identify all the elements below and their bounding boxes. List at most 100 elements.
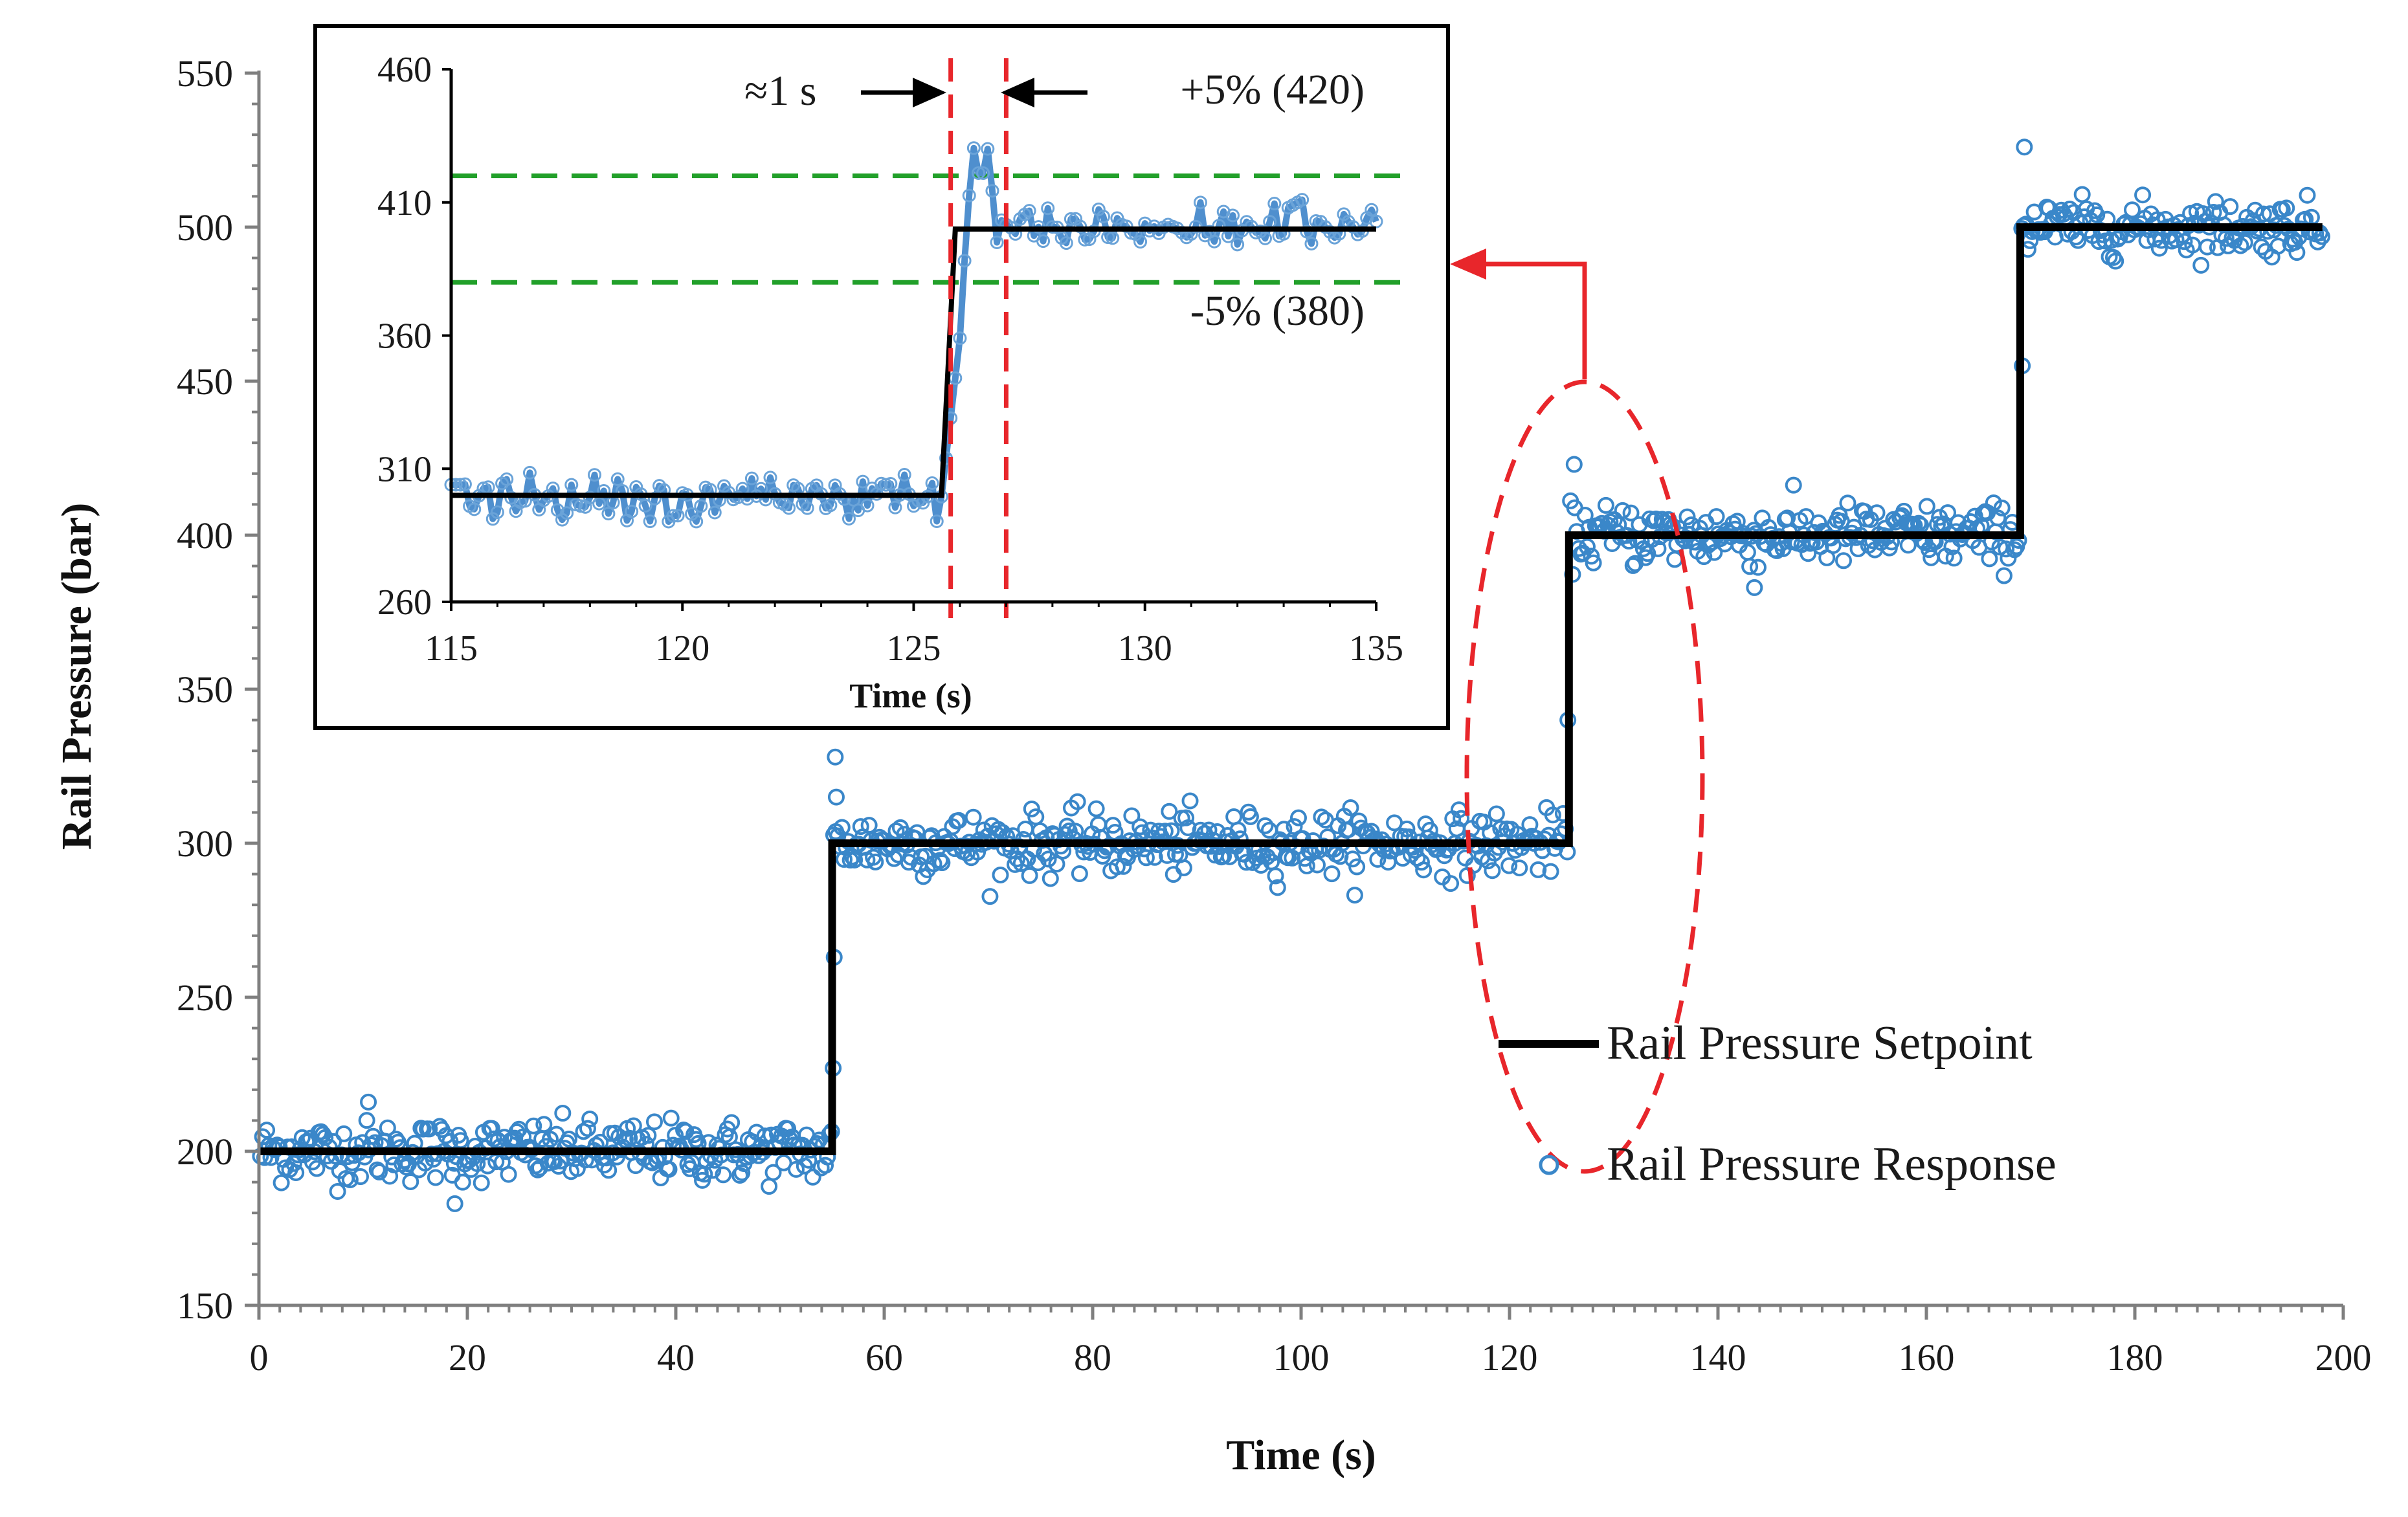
response-point [1910,515,1927,532]
response-point [2207,193,2224,210]
inset-response-point [976,166,990,180]
inset-response-point [966,141,981,155]
response-point [1108,858,1126,876]
inset-response-point [842,512,856,526]
y-tick-label: 500 [177,206,233,249]
inset-response-point [782,501,796,515]
response-point [852,818,869,836]
main-axes: 150 200 250 300 350 400 450 500 550 0 20 40 60 80 100 1… [177,52,2372,1379]
x-tick-label: 100 [1273,1336,1330,1379]
response-point [1159,847,1176,864]
settling-arrow-left-head [913,78,946,107]
response-point [1488,805,1505,823]
response-point [421,1120,438,1138]
response-point [1993,499,2011,516]
response-point [933,854,951,872]
response-point [1348,858,1366,876]
x-tick-label: 0 [250,1336,269,1379]
response-point [827,788,845,806]
response-point [469,1155,486,1172]
y-tick-label: 250 [177,977,233,1019]
response-point [579,1120,596,1137]
y-tick-label: 150 [177,1285,233,1327]
inset-response-point [610,472,625,486]
response-point [1048,856,1065,873]
inset-response-point [638,498,652,513]
response-point [1662,515,1679,533]
response-point [2107,252,2124,270]
response-point [360,1093,377,1111]
response-point [1161,803,1178,820]
response-point [1839,494,1856,512]
y-axis-title: Rail Pressure (bar) [53,503,100,850]
x-tick-label: 20 [449,1336,486,1379]
setpoint-line [259,223,2323,1155]
x-tick-label: 40 [657,1336,695,1379]
response-point [329,1182,346,1200]
response-point [1087,800,1105,817]
x-axis-title: Time (s) [1226,1432,1376,1479]
response-point [1017,820,1034,837]
inset-response-point [925,476,939,491]
response-point [1163,822,1180,839]
inset-response-point [458,477,472,491]
response-point [308,1160,326,1177]
response-point [677,1123,695,1140]
inset-response-point [601,507,616,521]
response-point [1746,579,1763,596]
response-point [779,1120,797,1138]
inset-response-point [1295,193,1310,207]
inset-response-point [1064,212,1078,226]
main-plot: 150 200 250 300 350 400 450 500 550 0 20 40 60 80 100 1… [53,52,2372,1479]
callout-arrowhead [1450,249,1486,280]
response-point [2088,206,2106,224]
response-point [1923,549,1940,566]
response-point [2255,205,2272,223]
inset-response-point [860,498,875,513]
inset-response-point [1231,238,1245,252]
response-point [715,1166,732,1184]
response-point [525,1117,542,1135]
response-point [1123,807,1141,825]
response-point [1267,867,1284,885]
inset-y-tick-label: 310 [377,449,432,489]
inset-y-tick-label: 460 [377,50,432,90]
inset-response-point [1091,202,1106,216]
response-point [981,888,999,905]
response-point [1021,867,1038,884]
response-point [1868,504,1886,522]
response-point [1578,538,1596,555]
response-point [2232,237,2249,254]
inset-response-point [897,467,911,482]
response-point [846,851,864,869]
response-point [1597,496,1614,514]
response-point [2069,232,2087,249]
response-point [1981,550,1998,568]
response-point [531,1159,548,1177]
response-point [1985,494,2002,511]
response-point [756,1127,774,1145]
settling-time-label: ≈1 s [744,67,816,115]
y-tick-label: 200 [177,1131,233,1173]
response-point [1521,816,1539,834]
inset-response-point [1096,210,1110,224]
response-point [1313,808,1330,826]
x-tick-label: 180 [2107,1336,2163,1379]
response-point [600,1162,618,1179]
inset-response-point [560,506,574,520]
response-point [2192,256,2210,274]
response-point [1945,549,1963,567]
response-point [1165,866,1182,883]
response-point [1530,861,1547,878]
response-point [1995,567,2012,584]
response-point [836,850,853,868]
response-point [723,1114,741,1131]
y-tick-label: 300 [177,823,233,865]
response-point [833,819,851,836]
response-point [931,852,949,869]
response-point [640,1127,657,1144]
response-point [1708,508,1725,526]
response-point [764,1164,782,1181]
inset-response-point [1365,203,1379,217]
